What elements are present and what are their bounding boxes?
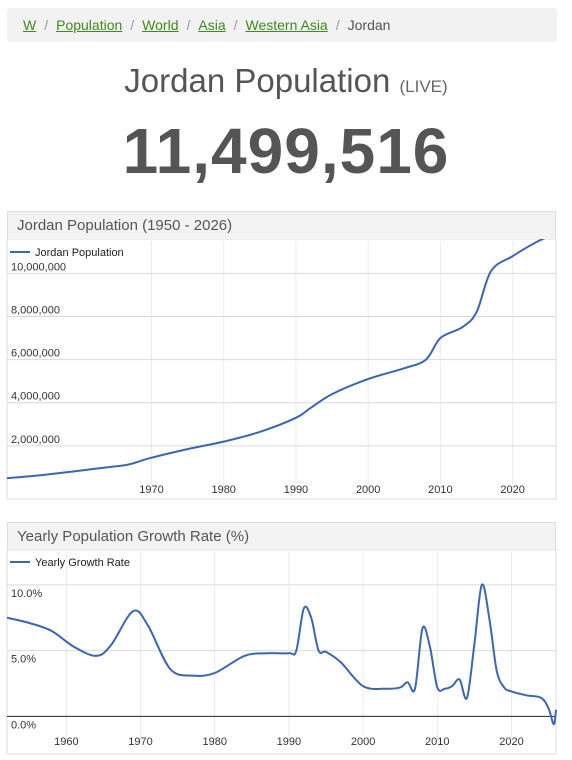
breadcrumb-separator: / <box>335 17 340 33</box>
breadcrumb-current: Jordan <box>347 17 391 33</box>
y-tick-label: 6,000,000 <box>11 348 60 360</box>
breadcrumb-separator: / <box>130 17 135 33</box>
x-tick-label: 1970 <box>139 484 163 496</box>
breadcrumb-separator: / <box>233 17 238 33</box>
page-title-text: Jordan Population <box>124 62 391 99</box>
y-tick-label: 0.0% <box>11 719 36 731</box>
y-tick-label: 4,000,000 <box>11 391 60 403</box>
x-tick-label: 1960 <box>54 736 78 748</box>
breadcrumb-link-world[interactable]: World <box>142 17 179 33</box>
x-tick-label: 1990 <box>277 736 301 748</box>
breadcrumb-link-population[interactable]: Population <box>56 17 123 33</box>
x-tick-label: 1980 <box>202 736 226 748</box>
y-tick-label: 2,000,000 <box>11 434 60 446</box>
breadcrumb: W / Population / World / Asia / Western Asia / Jor… <box>7 8 557 42</box>
breadcrumb-separator: / <box>186 17 191 33</box>
chart-frame <box>6 550 557 755</box>
population-chart-title: Jordan Population (1950 - 2026) <box>7 211 556 239</box>
x-tick-label: 2010 <box>428 484 452 496</box>
breadcrumb-separator: / <box>44 17 49 33</box>
breadcrumb-link-w[interactable]: W <box>23 17 37 33</box>
y-tick-label: 5.0% <box>11 654 36 666</box>
x-tick-label: 1970 <box>128 736 152 748</box>
breadcrumb-link-asia[interactable]: Asia <box>198 17 226 33</box>
breadcrumb-link-western-asia[interactable]: Western Asia <box>245 17 328 33</box>
page-title: Jordan Population (LIVE) <box>0 62 572 100</box>
y-tick-label: 10,000,000 <box>11 261 66 273</box>
chart-frame <box>6 239 557 500</box>
series-line <box>6 583 557 726</box>
x-tick-label: 2020 <box>499 736 523 748</box>
population-chart: 2,000,000 4,000,000 6,000,000 8,000,000 10,0… <box>6 239 557 500</box>
series-line <box>6 239 546 480</box>
x-tick-label: 1980 <box>211 484 235 496</box>
x-tick-label: 2010 <box>425 736 449 748</box>
legend-label: Yearly Growth Rate <box>35 557 130 569</box>
x-tick-label: 2000 <box>351 736 375 748</box>
x-tick-label: 2000 <box>356 484 380 496</box>
legend-label: Jordan Population <box>35 247 124 259</box>
growth-chart-title: Yearly Population Growth Rate (%) <box>7 522 556 550</box>
x-tick-label: 1990 <box>284 484 308 496</box>
y-tick-label: 10.0% <box>11 588 42 600</box>
y-tick-label: 8,000,000 <box>11 304 60 316</box>
growth-rate-chart: 0.0% 5.0% 10.0% 1960 1970 1980 1990 2000 2010 202… <box>6 550 557 755</box>
live-label: (LIVE) <box>399 77 448 96</box>
population-counter: 11,499,516 <box>122 115 450 187</box>
x-tick-label: 2020 <box>500 484 524 496</box>
